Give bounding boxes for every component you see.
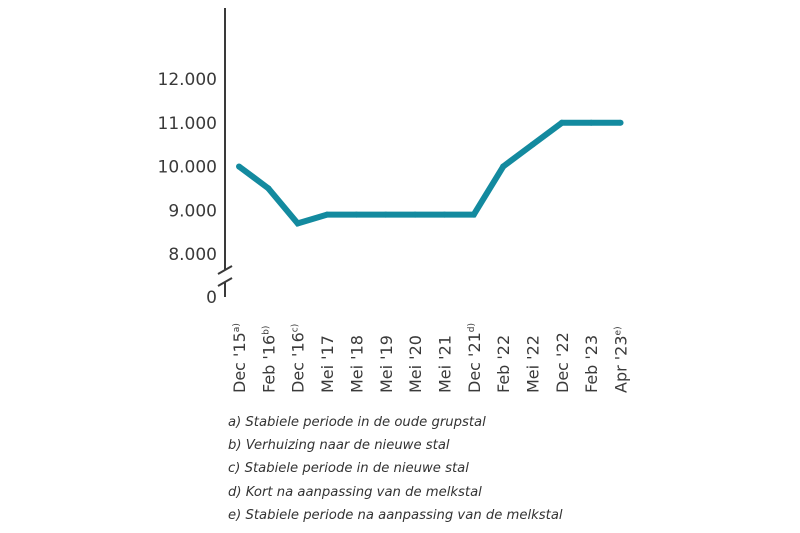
x-tick-text: Feb '22 <box>494 335 513 393</box>
x-tick-text: Mei '17 <box>318 335 337 393</box>
x-tick-label: Mei '19 <box>377 335 396 393</box>
x-tick-text: Mei '21 <box>435 335 454 393</box>
y-tick-label: 10.000 <box>158 158 217 178</box>
x-tick-label: Mei '22 <box>524 335 543 393</box>
data-point <box>294 220 301 227</box>
data-point <box>529 141 536 148</box>
x-tick-text: Dec '22 <box>553 332 572 393</box>
x-tick-text: Mei '20 <box>406 335 425 393</box>
x-tick-label: Feb '23 <box>582 335 601 393</box>
series-line <box>237 119 621 227</box>
x-tick-footnote-marker: a) <box>232 323 242 332</box>
x-tick-text: Dec '15 <box>230 332 249 393</box>
data-point <box>236 163 242 170</box>
x-tick-label: Dec '21d) <box>465 323 484 393</box>
y-axis: 0 8.000 9.000 10.000 11.000 12.000 <box>158 8 233 308</box>
y-tick-label: 0 <box>206 288 217 308</box>
x-tick-label: Mei '21 <box>435 335 454 393</box>
data-point <box>441 211 448 218</box>
axis-break-icon <box>217 265 233 287</box>
x-tick-label: Feb '22 <box>494 335 513 393</box>
x-tick-label: Apr '23e) <box>612 326 631 393</box>
x-tick-text: Dec '16 <box>289 332 308 393</box>
footnotes: a) Stabiele periode in de oude grupstal … <box>228 411 563 527</box>
data-point <box>470 211 477 218</box>
x-tick-text: Feb '16 <box>259 335 278 393</box>
data-point <box>382 211 389 218</box>
x-tick-footnote-marker: e) <box>614 326 624 335</box>
data-point <box>588 119 595 126</box>
x-tick-text: Apr '23 <box>612 335 631 393</box>
x-tick-label: Dec '16c) <box>289 324 308 393</box>
x-axis-labels: Dec '15a) Feb '16b) Dec '16c) Mei '17 Mei '1… <box>230 323 631 393</box>
x-tick-text: Feb '23 <box>582 335 601 393</box>
x-tick-footnote-marker: c) <box>291 324 301 332</box>
y-tick-label: 8.000 <box>168 245 217 265</box>
y-tick-label: 9.000 <box>168 201 217 221</box>
x-tick-text: Mei '18 <box>347 335 366 393</box>
data-point <box>617 119 624 126</box>
footnote-c: c) Stabiele periode in de nieuwe stal <box>228 461 469 477</box>
data-point <box>412 211 419 218</box>
x-tick-text: Dec '21 <box>465 332 484 393</box>
y-tick-label: 11.000 <box>158 114 217 134</box>
data-point <box>324 211 331 218</box>
x-tick-text: Mei '22 <box>524 335 543 393</box>
x-tick-footnote-marker: d) <box>467 323 477 332</box>
footnote-d: d) Kort na aanpassing van de melkstal <box>228 484 482 500</box>
footnote-a: a) Stabiele periode in de oude grupstal <box>228 415 486 430</box>
data-point <box>265 185 272 192</box>
data-point <box>558 119 565 126</box>
footnote-e: e) Stabiele periode na aanpassing van de… <box>228 507 563 523</box>
x-tick-label: Feb '16b) <box>259 326 278 393</box>
x-tick-label: Mei '18 <box>347 335 366 393</box>
x-tick-label: Dec '15a) <box>230 323 249 393</box>
data-point <box>500 163 507 170</box>
x-tick-label: Dec '22 <box>553 332 572 393</box>
x-tick-footnote-marker: b) <box>261 326 271 335</box>
footnote-b: b) Verhuizing naar de nieuwe stal <box>228 438 450 454</box>
x-tick-label: Mei '20 <box>406 335 425 393</box>
x-tick-text: Mei '19 <box>377 335 396 393</box>
data-point <box>353 211 360 218</box>
x-tick-label: Mei '17 <box>318 335 337 393</box>
y-tick-label: 12.000 <box>158 70 217 90</box>
